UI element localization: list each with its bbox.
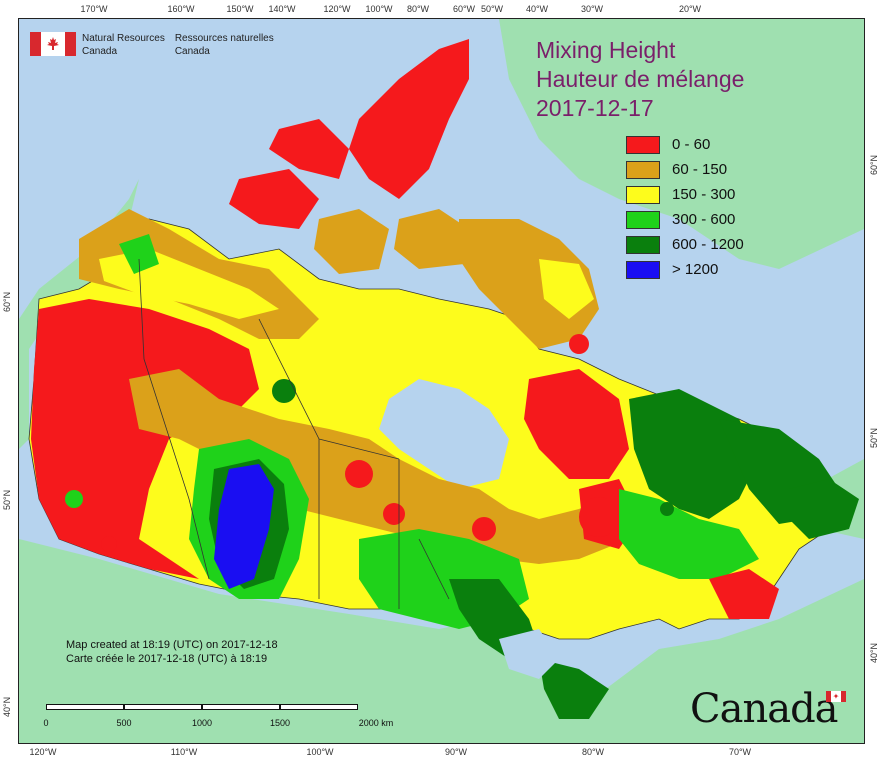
hudson-bay bbox=[379, 379, 509, 489]
legend-label: > 1200 bbox=[672, 261, 719, 278]
quebec-lightgreen bbox=[619, 489, 759, 579]
map-title: Mixing Height Hauteur de mélange 2017-12… bbox=[536, 36, 744, 123]
scale-label: 500 bbox=[116, 718, 132, 728]
graticule-label: 100°W bbox=[365, 4, 393, 14]
red-spot bbox=[383, 503, 405, 525]
arctic-island-baffin bbox=[459, 219, 599, 349]
map-frame bbox=[18, 18, 865, 744]
graticule-label: 120°W bbox=[29, 747, 57, 757]
green-spot bbox=[272, 379, 296, 403]
graticule-label: 60°N bbox=[868, 154, 879, 176]
arctic-island-2 bbox=[229, 169, 319, 229]
legend: 0 - 60 60 - 150 150 - 300 300 - 600 600 … bbox=[626, 132, 744, 282]
scale-label: 1000 bbox=[191, 718, 213, 728]
legend-label: 300 - 600 bbox=[672, 211, 736, 228]
west-red-zone bbox=[31, 299, 259, 579]
credits-fr: Carte créée le 2017-12-18 (UTC) à 18:19 bbox=[66, 653, 268, 665]
title-fr: Hauteur de mélange bbox=[536, 66, 745, 92]
agency-name-en: Natural Resources Canada bbox=[82, 33, 165, 57]
graticule-label: 80°W bbox=[581, 747, 605, 757]
graticule-label: 80°W bbox=[406, 4, 430, 14]
graticule-label: 150°W bbox=[226, 4, 254, 14]
legend-swatch bbox=[626, 260, 660, 279]
green-spot bbox=[660, 502, 674, 516]
legend-label: 0 - 60 bbox=[672, 136, 711, 153]
legend-swatch bbox=[626, 210, 660, 229]
usa-land bbox=[19, 539, 864, 743]
quebec-red bbox=[524, 369, 629, 479]
red-spot bbox=[345, 460, 373, 488]
title-date: 2017-12-17 bbox=[536, 95, 654, 121]
graticule-label: 70°W bbox=[728, 747, 752, 757]
graticule-label: 110°W bbox=[170, 747, 198, 757]
maritimes-red bbox=[709, 569, 779, 619]
graticule-label: 60°W bbox=[452, 4, 476, 14]
red-spot bbox=[579, 497, 619, 537]
red-spot bbox=[101, 536, 117, 552]
arctic-island-4 bbox=[394, 209, 469, 269]
graticule-label: 50°N bbox=[868, 427, 879, 449]
legend-item: > 1200 bbox=[626, 257, 744, 282]
legend-label: 600 - 1200 bbox=[672, 236, 744, 253]
arctic-island-ellesmere bbox=[349, 39, 469, 199]
scale-label: 0 bbox=[43, 718, 49, 728]
canada-flag-icon bbox=[30, 32, 76, 56]
graticule-label: 50°W bbox=[480, 4, 504, 14]
wordmark-flag-icon: ✦ bbox=[826, 691, 846, 702]
legend-item: 150 - 300 bbox=[626, 182, 744, 207]
credits-en: Map created at 18:19 (UTC) on 2017-12-18 bbox=[66, 639, 278, 651]
title-en: Mixing Height bbox=[536, 37, 676, 63]
mixing-height-map[interactable] bbox=[19, 19, 864, 743]
legend-item: 60 - 150 bbox=[626, 157, 744, 182]
legend-label: 60 - 150 bbox=[672, 161, 728, 178]
agency-signature: Natural Resources Canada Ressources natu… bbox=[30, 32, 274, 58]
legend-swatch bbox=[626, 135, 660, 154]
legend-label: 150 - 300 bbox=[672, 186, 736, 203]
legend-swatch bbox=[626, 185, 660, 204]
southern-ontario bbox=[539, 659, 609, 719]
arctic-island-1 bbox=[269, 119, 349, 179]
graticule-label: 20°W bbox=[678, 4, 702, 14]
legend-swatch bbox=[626, 160, 660, 179]
graticule-label: 170°W bbox=[80, 4, 108, 14]
legend-item: 600 - 1200 bbox=[626, 232, 744, 257]
northwest-green bbox=[119, 234, 159, 274]
baffin-yellow bbox=[539, 259, 594, 319]
graticule-label: 40°N bbox=[868, 642, 879, 664]
graticule-label: 60°N bbox=[2, 291, 12, 312]
scale-label: 1500 bbox=[269, 718, 291, 728]
graticule-label: 160°W bbox=[167, 4, 195, 14]
graticule-label: 140°W bbox=[268, 4, 296, 14]
graticule-label: 40°N bbox=[2, 696, 12, 717]
red-spot bbox=[472, 517, 496, 541]
prairie-orange bbox=[129, 369, 629, 564]
green-spot bbox=[65, 490, 83, 508]
legend-item: 300 - 600 bbox=[626, 207, 744, 232]
legend-swatch bbox=[626, 235, 660, 254]
alberta-blue bbox=[214, 464, 274, 589]
arctic-island-3 bbox=[314, 209, 389, 274]
graticule-label: 100°W bbox=[306, 747, 334, 757]
legend-item: 0 - 60 bbox=[626, 132, 744, 157]
graticule-label: 50°N bbox=[2, 489, 12, 510]
graticule-label: 30°W bbox=[580, 4, 604, 14]
great-lakes bbox=[499, 629, 559, 679]
canada-wordmark: Canada bbox=[690, 686, 839, 732]
scale-label: 2000 km bbox=[358, 718, 394, 728]
agency-name-fr: Ressources naturelles Canada bbox=[174, 33, 274, 57]
graticule-label: 120°W bbox=[323, 4, 351, 14]
province-boundary bbox=[138, 258, 450, 609]
graticule-label: 90°W bbox=[444, 747, 468, 757]
newfoundland bbox=[789, 479, 859, 539]
greenland-land bbox=[499, 19, 864, 269]
map-credits: Map created at 18:19 (UTC) on 2017-12-18… bbox=[66, 638, 278, 666]
red-spot bbox=[569, 334, 589, 354]
graticule-label: 40°W bbox=[525, 4, 549, 14]
